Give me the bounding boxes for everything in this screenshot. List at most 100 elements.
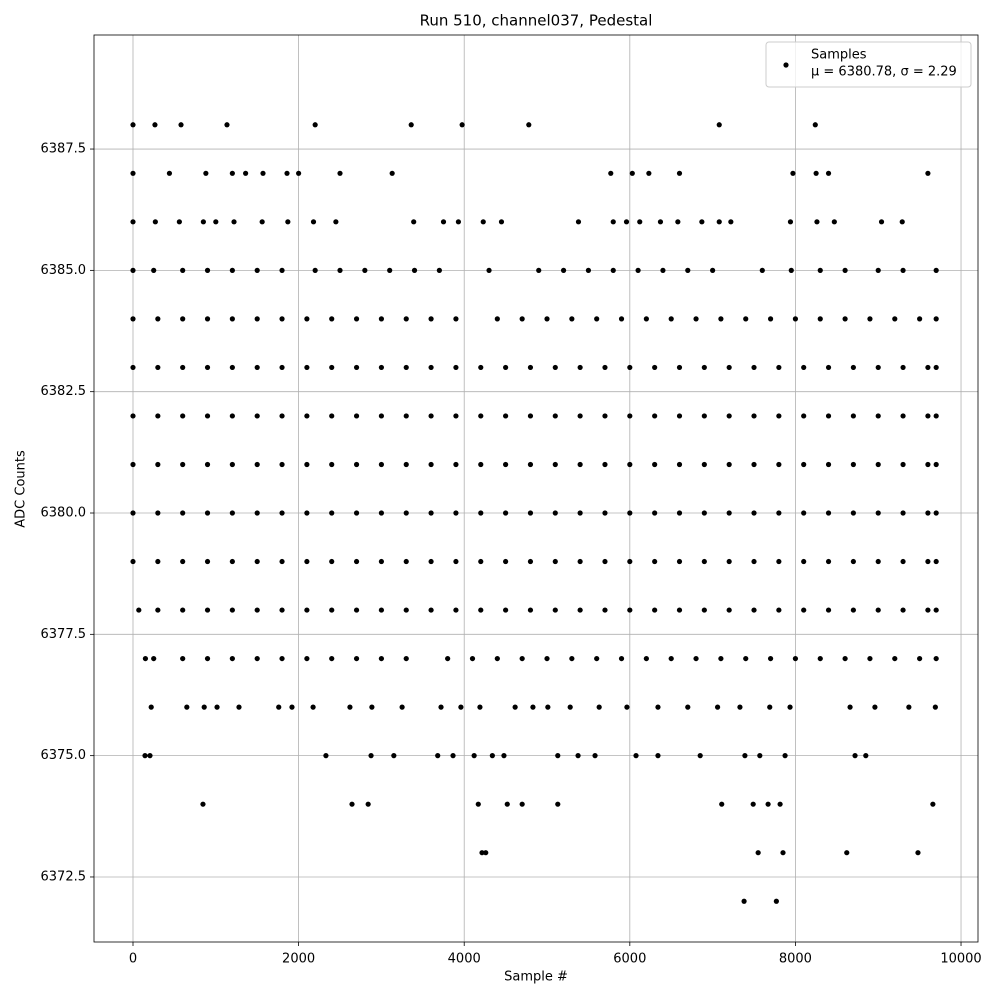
point bbox=[333, 219, 339, 225]
point bbox=[701, 510, 707, 516]
point bbox=[203, 170, 209, 176]
point bbox=[440, 219, 447, 225]
point bbox=[623, 219, 630, 225]
point bbox=[652, 413, 658, 419]
point bbox=[801, 607, 807, 613]
point bbox=[453, 364, 459, 371]
point bbox=[627, 558, 633, 565]
point bbox=[925, 461, 931, 468]
point bbox=[310, 704, 316, 710]
point bbox=[254, 364, 260, 371]
point bbox=[151, 655, 157, 662]
point bbox=[825, 607, 832, 613]
point bbox=[817, 655, 823, 662]
point bbox=[362, 267, 368, 273]
point bbox=[701, 364, 707, 371]
point bbox=[701, 461, 707, 468]
point bbox=[875, 558, 881, 565]
point bbox=[652, 510, 658, 516]
point bbox=[592, 753, 598, 759]
point bbox=[917, 316, 923, 322]
point bbox=[602, 558, 608, 565]
point bbox=[403, 364, 409, 371]
point bbox=[304, 607, 310, 613]
point bbox=[577, 558, 583, 565]
point bbox=[378, 558, 385, 565]
point bbox=[751, 558, 757, 565]
point bbox=[602, 413, 608, 419]
y-tick-label: 6385.0 bbox=[41, 263, 87, 278]
point bbox=[323, 753, 329, 759]
point bbox=[875, 510, 881, 516]
point bbox=[668, 316, 674, 322]
point bbox=[204, 267, 211, 273]
point bbox=[812, 122, 818, 128]
point bbox=[850, 461, 856, 468]
point bbox=[527, 558, 534, 565]
point bbox=[428, 607, 434, 613]
point bbox=[304, 413, 310, 419]
point bbox=[204, 364, 211, 371]
point bbox=[552, 510, 558, 516]
point bbox=[368, 753, 374, 759]
point bbox=[329, 607, 335, 613]
point bbox=[917, 655, 923, 662]
point bbox=[403, 316, 409, 322]
point bbox=[229, 267, 235, 273]
point bbox=[304, 364, 310, 371]
point bbox=[353, 364, 360, 371]
point bbox=[130, 122, 136, 128]
point bbox=[750, 801, 756, 807]
point bbox=[726, 413, 732, 419]
point bbox=[759, 267, 765, 273]
point bbox=[527, 413, 534, 419]
point bbox=[863, 753, 869, 759]
point bbox=[755, 850, 761, 856]
point bbox=[279, 267, 285, 273]
point bbox=[438, 704, 444, 710]
point bbox=[933, 655, 939, 662]
y-tick-label: 6387.5 bbox=[41, 142, 87, 157]
point bbox=[289, 704, 295, 710]
point bbox=[652, 364, 658, 371]
point bbox=[635, 267, 641, 273]
point bbox=[575, 219, 582, 225]
point bbox=[850, 364, 856, 371]
point bbox=[552, 364, 558, 371]
point bbox=[519, 316, 525, 322]
point bbox=[353, 413, 360, 419]
point bbox=[378, 316, 385, 322]
point bbox=[378, 655, 385, 662]
point bbox=[254, 267, 260, 273]
point bbox=[933, 267, 939, 273]
point bbox=[652, 558, 658, 565]
point bbox=[503, 510, 509, 516]
point bbox=[428, 461, 434, 468]
point bbox=[204, 607, 211, 613]
point bbox=[773, 898, 779, 904]
point bbox=[751, 510, 757, 516]
point bbox=[180, 267, 186, 273]
point bbox=[655, 753, 661, 759]
point bbox=[312, 267, 318, 273]
point bbox=[229, 364, 235, 371]
point bbox=[602, 607, 608, 613]
point bbox=[155, 607, 161, 613]
point bbox=[403, 655, 409, 662]
point bbox=[776, 607, 782, 613]
point bbox=[892, 316, 898, 322]
point bbox=[610, 267, 616, 273]
point bbox=[312, 122, 318, 128]
point bbox=[624, 704, 630, 710]
point bbox=[801, 364, 807, 371]
point bbox=[569, 316, 575, 322]
point bbox=[875, 267, 881, 273]
point bbox=[279, 461, 285, 468]
point bbox=[148, 704, 154, 710]
point bbox=[180, 413, 186, 419]
point bbox=[204, 558, 211, 565]
point bbox=[933, 316, 939, 322]
point bbox=[204, 655, 211, 662]
point bbox=[900, 607, 906, 613]
point bbox=[329, 364, 335, 371]
